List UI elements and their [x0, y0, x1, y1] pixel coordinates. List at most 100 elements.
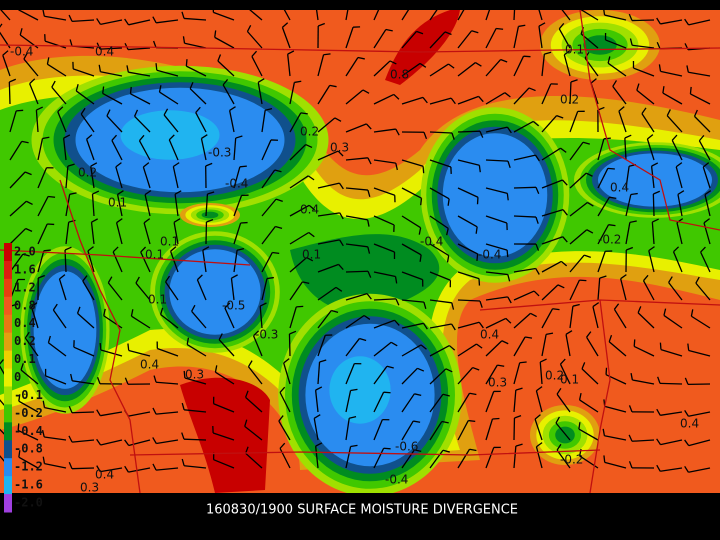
wind-barb-flag	[560, 147, 567, 153]
wind-barb	[401, 96, 424, 105]
state-borders	[0, 10, 720, 493]
wind-barb	[401, 10, 410, 21]
wind-barb	[30, 306, 39, 329]
wind-barb-flag	[535, 268, 540, 275]
wind-barb	[513, 120, 534, 133]
wind-barb	[457, 271, 480, 280]
wind-barb-flag	[497, 364, 505, 367]
wind-barb-flag	[335, 286, 343, 292]
wind-barb-flag	[133, 109, 139, 117]
wind-barb	[513, 312, 531, 329]
contour-label: 0.4	[140, 358, 159, 372]
wind-barb-flag	[628, 13, 633, 21]
wind-barb-flag	[446, 228, 449, 236]
wind-barb	[90, 166, 95, 189]
wind-barb-flag	[308, 204, 316, 211]
wind-barb	[604, 461, 627, 469]
wind-barb-flag	[9, 78, 17, 83]
wind-barb-flag	[581, 362, 586, 370]
wind-barb-flag	[41, 430, 45, 438]
wind-barb	[457, 343, 477, 357]
wind-barb	[289, 231, 310, 245]
wind-barb-flag	[338, 263, 344, 271]
wind-barb	[401, 449, 415, 469]
wind-barb-flag	[652, 218, 659, 223]
wind-barb-flag	[385, 28, 393, 32]
wind-barb-flag	[305, 143, 313, 148]
wind-barb-flag	[24, 331, 30, 339]
wind-barb-flag	[349, 416, 357, 419]
wind-barb-flag	[704, 190, 712, 196]
wind-barb	[457, 243, 478, 255]
wind-barb-flag	[583, 254, 591, 259]
wind-barb	[513, 362, 521, 385]
wind-barb-flag	[475, 226, 478, 234]
wind-barb	[660, 411, 683, 416]
wind-barb-flag	[367, 189, 371, 197]
wind-barb	[625, 222, 631, 245]
wind-barb-flag	[245, 0, 247, 6]
wind-barb-flag	[68, 219, 76, 223]
wind-barb	[597, 224, 610, 245]
wind-barb	[676, 222, 683, 245]
wind-barb-flag	[367, 270, 372, 278]
wind-barb-flag	[367, 157, 372, 165]
wind-barb-flag	[266, 276, 274, 280]
wind-barb-flag	[559, 358, 566, 365]
contour-label: -0.3	[208, 146, 231, 160]
wind-barb	[345, 363, 355, 385]
wind-barb-flag	[546, 332, 554, 336]
wind-barb-flag	[469, 448, 477, 452]
wind-barb	[690, 93, 711, 105]
wind-barb-flag	[702, 162, 710, 168]
wind-barb	[128, 19, 151, 26]
wind-barb	[704, 194, 711, 217]
legend-swatch	[4, 404, 12, 423]
wind-barb	[373, 93, 395, 105]
wind-barb	[429, 368, 447, 385]
wind-barb	[9, 253, 24, 273]
contour-label: 0.4	[680, 417, 699, 431]
wind-barb-flag	[214, 365, 218, 373]
wind-barb-flag	[570, 79, 578, 83]
wind-barb-flag	[556, 387, 562, 395]
wind-barb-flag	[218, 333, 223, 341]
wind-barb-flag	[24, 171, 32, 176]
wind-barb-flag	[479, 300, 483, 308]
wind-barb-flag	[514, 414, 522, 419]
wind-barb-flag	[698, 134, 705, 142]
wind-barb-flag	[442, 393, 450, 397]
wind-barb-flag	[25, 227, 33, 232]
wind-barb	[91, 194, 95, 217]
wind-barb	[103, 315, 123, 329]
wind-barb	[143, 222, 151, 245]
contour-label: 0.4	[480, 328, 499, 342]
wind-barb	[457, 392, 471, 413]
wind-barb-flag	[506, 193, 509, 201]
wind-barb-flag	[253, 330, 260, 337]
wind-barb-flag	[637, 306, 642, 314]
wind-barb	[618, 110, 627, 133]
wind-barb	[75, 90, 95, 105]
wind-barb	[246, 31, 263, 49]
wind-barb	[317, 239, 340, 245]
wind-barb	[513, 390, 517, 413]
wind-barb	[631, 439, 655, 442]
wind-barb-flag	[582, 141, 590, 145]
contour-label: 0.1	[302, 248, 321, 262]
wind-barb-flag	[31, 302, 38, 308]
wind-barb-flag	[124, 18, 130, 26]
wind-barb-flag	[68, 14, 73, 22]
wind-barb	[317, 182, 340, 189]
wind-barb-flag	[578, 422, 581, 430]
wind-barb	[72, 380, 95, 385]
wind-barb-flag	[168, 134, 175, 141]
legend-swatch	[4, 368, 12, 387]
wind-barb-flag	[186, 337, 190, 345]
wind-barb-flag	[365, 123, 372, 130]
legend-swatch	[4, 476, 12, 495]
wind-barb	[134, 115, 151, 133]
wind-barb-flag	[420, 198, 423, 206]
wind-barb	[186, 65, 207, 77]
